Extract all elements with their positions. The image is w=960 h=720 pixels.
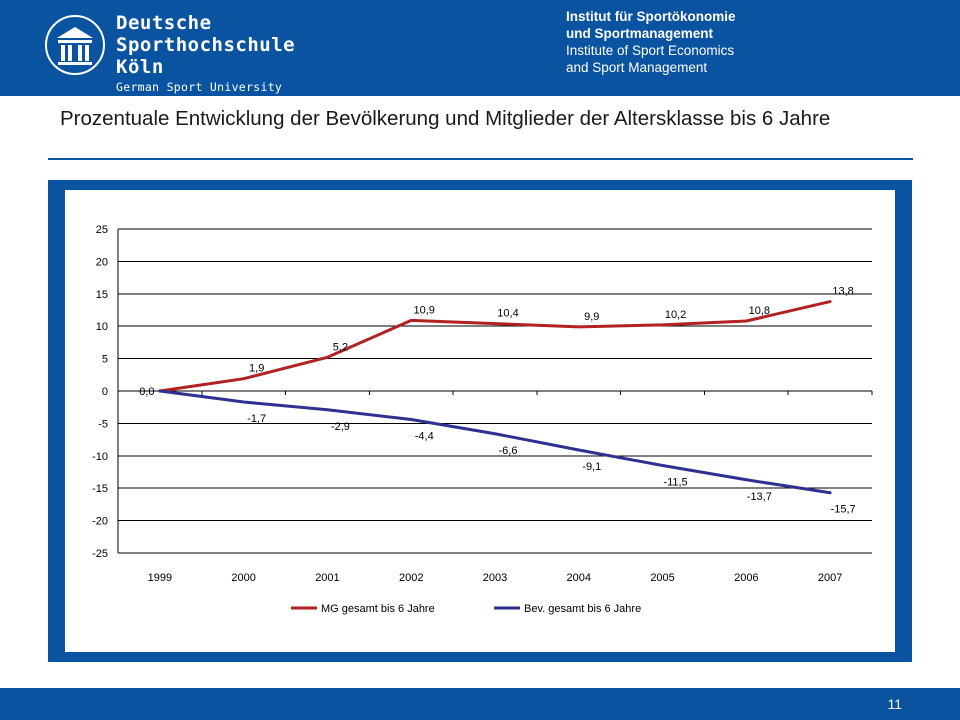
y-tick-label: 0 xyxy=(102,386,108,398)
legend-label-2: Bev. gesamt bis 6 Jahre xyxy=(524,603,641,615)
data-label: 5,2 xyxy=(333,341,348,353)
y-tick-label: 20 xyxy=(96,256,108,268)
x-tick-label: 2004 xyxy=(567,572,591,584)
x-tick-label: 2002 xyxy=(399,572,423,584)
x-tick-label: 2000 xyxy=(231,572,255,584)
y-tick-label: 25 xyxy=(96,224,108,236)
data-label: 10,8 xyxy=(749,305,770,317)
logo-line-2: Sporthochschule Köln xyxy=(116,34,296,78)
y-tick-label: 10 xyxy=(96,321,108,333)
data-label: -6,6 xyxy=(499,445,518,457)
x-tick-label: 1999 xyxy=(148,572,172,584)
data-label: -11,5 xyxy=(663,477,687,489)
data-label: 10,9 xyxy=(414,304,435,316)
university-logo[interactable]: Deutsche Sporthochschule Köln German Spo… xyxy=(44,12,304,112)
data-label: 1,9 xyxy=(249,363,264,375)
x-tick-label: 2005 xyxy=(650,572,674,584)
data-label: 13,8 xyxy=(832,286,853,298)
y-tick-label: -25 xyxy=(92,548,108,560)
header-bar: Deutsche Sporthochschule Köln German Spo… xyxy=(0,0,960,112)
x-tick-label: 2003 xyxy=(483,572,507,584)
page-number: 11 xyxy=(887,696,902,712)
legend-label-1: MG gesamt bis 6 Jahre xyxy=(321,603,435,615)
institute-de-line-2: und Sportmanagement xyxy=(566,26,714,41)
institute-de-line-1: Institut für Sportökonomie xyxy=(566,9,736,24)
data-label: 10,4 xyxy=(497,308,518,320)
chart-panel: 25 20 15 10 5 0 -5 -10 -15 -20 -25 1999 2000 2001 2002… xyxy=(65,190,895,652)
data-label: 9,9 xyxy=(584,311,599,323)
data-label: -4,4 xyxy=(415,431,434,443)
series-line-1 xyxy=(158,300,832,393)
series-line-2 xyxy=(158,389,832,495)
temple-emblem-icon xyxy=(45,15,105,75)
institute-en-line-1: Institute of Sport Economics xyxy=(566,43,735,58)
logo-line-3: German Sport University Cologne xyxy=(116,80,283,112)
slide-title: Prozentuale Entwicklung der Bevölkerung … xyxy=(60,107,831,130)
y-tick-label: -10 xyxy=(92,451,108,463)
data-label: -2,9 xyxy=(331,421,350,433)
y-tick-label: -20 xyxy=(92,516,108,528)
logo-text: Deutsche Sporthochschule Köln German Spo… xyxy=(116,12,304,114)
logo-line-1: Deutsche xyxy=(116,12,212,34)
y-tick-label: -5 xyxy=(98,418,108,430)
institute-name: Institut für Sportökonomie und Sportmana… xyxy=(566,8,736,76)
data-label: -9,1 xyxy=(582,461,601,473)
data-label: -13,7 xyxy=(747,491,772,503)
x-tick-label: 2006 xyxy=(734,572,758,584)
data-label: -15,7 xyxy=(831,504,856,516)
y-tick-label: -15 xyxy=(92,483,108,495)
footer-bar: 11 xyxy=(0,688,960,720)
data-label: 10,2 xyxy=(665,309,686,321)
x-tick-label: 2007 xyxy=(818,572,842,584)
y-tick-label: 15 xyxy=(96,289,108,301)
title-divider xyxy=(48,158,913,160)
x-tick-label: 2001 xyxy=(315,572,339,584)
y-tick-label: 5 xyxy=(102,354,108,366)
data-label: 0,0 xyxy=(139,386,154,398)
institute-en-line-2: and Sport Management xyxy=(566,60,708,75)
line-chart: 25 20 15 10 5 0 -5 -10 -15 -20 -25 1999 2000 2001 2002… xyxy=(92,224,873,615)
data-label: -1,7 xyxy=(247,413,266,425)
